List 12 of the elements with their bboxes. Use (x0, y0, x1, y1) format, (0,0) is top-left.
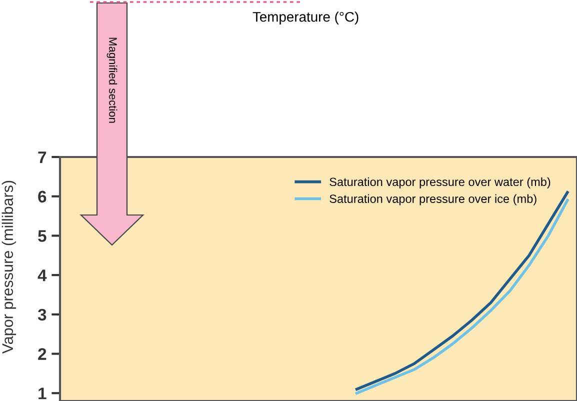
y-tick-label: 5 (38, 230, 46, 242)
legend-label: Saturation vapor pressure over water (mb) (330, 177, 550, 188)
y-tick-label: 4 (38, 270, 47, 282)
y-tick-label: 2 (38, 348, 46, 360)
y-tick-label: 3 (38, 308, 46, 321)
y-tick-label: 7 (38, 152, 46, 164)
legend-label: Saturation vapor pressure over ice (mb) (330, 194, 536, 206)
y-tick-label: 1 (38, 388, 46, 400)
y-axis-title: Vapor pressure (millibars) (2, 180, 16, 354)
text: Magnified section (106, 38, 118, 123)
y-tick-label: 6 (38, 190, 46, 203)
text: Temperature (°C) (252, 12, 358, 25)
